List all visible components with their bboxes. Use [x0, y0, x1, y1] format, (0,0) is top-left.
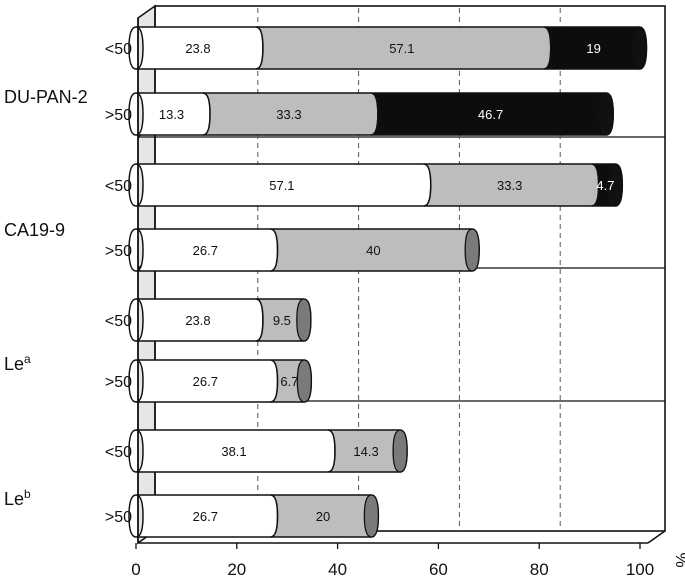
group-label: CA19-9	[4, 220, 65, 240]
labels: <50 >50 DU-PAN-2 <50 >50 CA19-9 <50 >50 Lea <50 >5…	[4, 41, 132, 526]
data-label: 26.7	[193, 243, 218, 258]
bar-end-cap	[363, 494, 380, 538]
data-label: 13.3	[159, 107, 184, 122]
bar-start-cap	[128, 359, 137, 403]
x-axis: 0 20 40 60 80 100%	[131, 543, 685, 579]
x-tick-label: 80	[530, 560, 549, 579]
bar-end-cap	[296, 298, 312, 342]
bar-start-cap	[128, 298, 137, 342]
bar-start-cap	[128, 92, 137, 136]
data-label: 46.7	[478, 107, 503, 122]
x-tick-label: 20	[227, 560, 246, 579]
bar-start-cap	[128, 228, 137, 272]
group-label: DU-PAN-2	[4, 87, 88, 107]
bar-start-cap	[128, 429, 137, 473]
data-label: 38.1	[221, 444, 246, 459]
data-label: 40	[366, 243, 380, 258]
data-label: 23.8	[185, 41, 210, 56]
data-label: 33.3	[497, 178, 522, 193]
row-label: <50	[105, 444, 132, 461]
row-label: <50	[105, 178, 132, 195]
bar-end-cap	[296, 359, 312, 403]
row-label: >50	[105, 509, 132, 526]
data-label: 20	[316, 509, 330, 524]
row-label: >50	[105, 374, 132, 391]
bar-end-cap	[392, 429, 408, 473]
bar-start-cap	[128, 494, 137, 538]
data-label: 6.7	[280, 374, 298, 389]
data-label: 9.5	[273, 313, 291, 328]
data-label: 23.8	[185, 313, 210, 328]
bar-start-cap	[128, 163, 137, 207]
bars: 23.8 57.1 19 13.3 33.3 46.7 57.1 33.3 4.7 26.7 40 2…	[128, 26, 648, 538]
data-label: 14.3	[353, 444, 378, 459]
x-tick-label: 100	[626, 560, 654, 579]
bar-end-cap	[464, 228, 480, 272]
row-label: <50	[105, 41, 132, 58]
data-label: 4.7	[596, 178, 614, 193]
bar-end-cap	[598, 92, 614, 136]
data-label: 19	[586, 41, 600, 56]
floor-right	[647, 530, 666, 544]
data-label: 26.7	[193, 374, 218, 389]
data-label: 57.1	[269, 178, 294, 193]
row-label: >50	[105, 243, 132, 260]
group-label-superscript: b	[24, 487, 31, 501]
group-label: Leb	[4, 487, 31, 509]
row-label: <50	[105, 313, 132, 330]
x-tick-label: 60	[429, 560, 448, 579]
x-tick-label: 40	[328, 560, 347, 579]
group-label: Lea	[4, 352, 31, 374]
data-label: 57.1	[389, 41, 414, 56]
bar-start-cap	[128, 26, 137, 70]
x-unit-label: %	[672, 552, 685, 567]
row-label: >50	[105, 107, 132, 124]
bar-end-cap	[631, 26, 648, 70]
data-label: 26.7	[193, 509, 218, 524]
data-label: 33.3	[276, 107, 301, 122]
x-tick-label: 0	[131, 560, 140, 579]
group-label-superscript: a	[24, 352, 31, 366]
bar-end-cap	[607, 163, 623, 207]
